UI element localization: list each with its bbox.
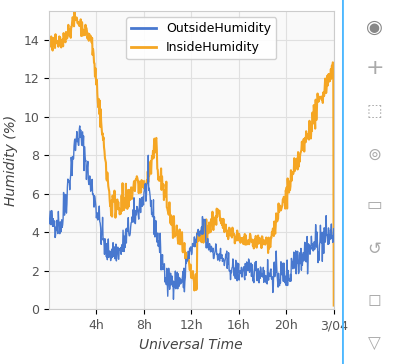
Y-axis label: Humidity (%): Humidity (%) — [4, 115, 18, 206]
Text: ▭: ▭ — [367, 197, 382, 214]
Text: ↺: ↺ — [368, 240, 381, 258]
Text: ◻: ◻ — [368, 291, 381, 309]
Legend: OutsideHumidity, InsideHumidity: OutsideHumidity, InsideHumidity — [126, 17, 276, 59]
Text: ◉: ◉ — [366, 18, 383, 37]
Text: ▽: ▽ — [368, 335, 381, 353]
Text: ⬚: ⬚ — [367, 102, 382, 120]
Text: ⊚: ⊚ — [368, 146, 381, 163]
X-axis label: Universal Time: Universal Time — [140, 338, 243, 352]
Text: +: + — [365, 58, 384, 78]
